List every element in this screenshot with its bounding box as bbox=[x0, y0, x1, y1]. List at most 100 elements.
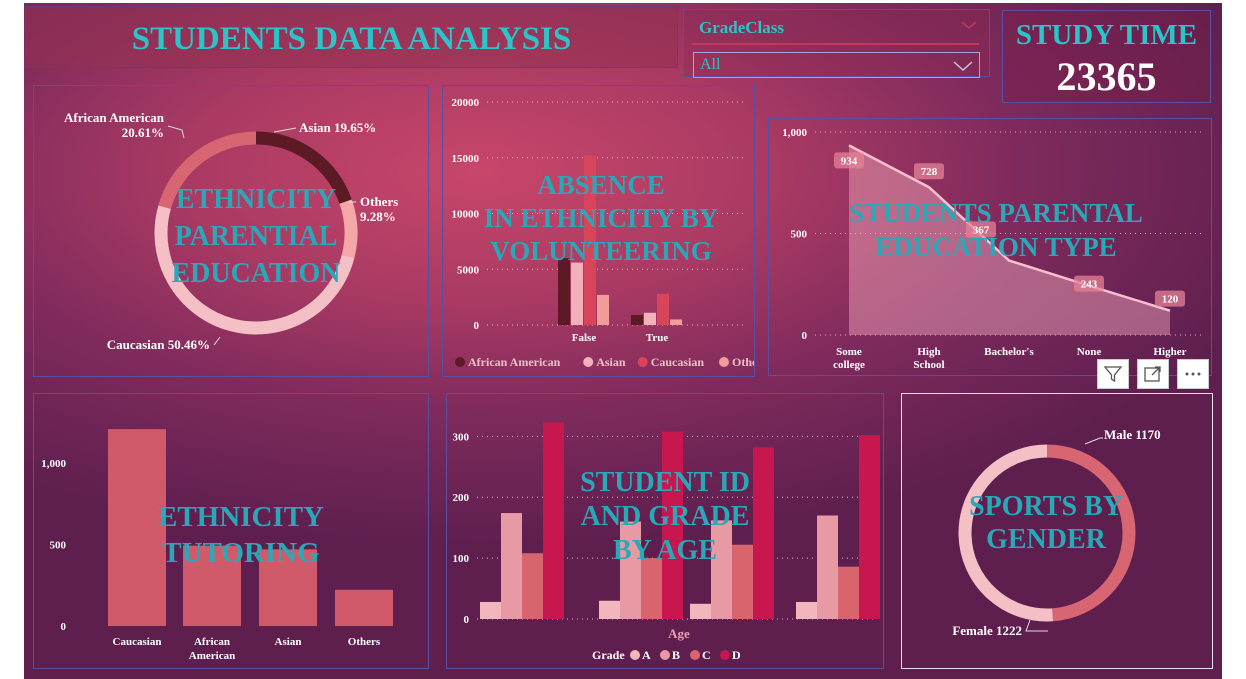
slice-label: Caucasian 50.46% bbox=[107, 337, 210, 352]
bar bbox=[631, 314, 643, 325]
kpi-value: 23365 bbox=[1056, 54, 1157, 99]
legend-label: African American bbox=[468, 355, 561, 369]
bar bbox=[584, 155, 596, 325]
slicer-title: GradeClass bbox=[699, 18, 784, 37]
dropdown-chevron-icon[interactable] bbox=[953, 60, 973, 72]
chart-title-line: BY AGE bbox=[613, 535, 717, 566]
area-line bbox=[848, 144, 1171, 312]
parental-education-area-chart: 05001,000934728367243120SomecollegeHighS… bbox=[782, 127, 1203, 371]
legend-marker bbox=[455, 357, 465, 367]
y-tick-label: 10000 bbox=[452, 209, 480, 221]
y-tick-label: 1,000 bbox=[782, 127, 807, 139]
expand-icon bbox=[1144, 366, 1161, 382]
y-tick-label: 300 bbox=[453, 431, 470, 443]
bar bbox=[543, 422, 564, 619]
header-bar: STUDENTS DATA ANALYSIS bbox=[25, 6, 678, 68]
y-tick-label: 0 bbox=[61, 621, 67, 633]
y-tick-label: 200 bbox=[453, 492, 470, 504]
x-tick-label: None bbox=[1077, 346, 1102, 358]
bar bbox=[335, 589, 393, 626]
bar bbox=[183, 545, 241, 626]
data-label-bg bbox=[1074, 275, 1104, 292]
bar bbox=[670, 319, 682, 325]
bar bbox=[641, 558, 662, 619]
chart-title-line: GENDER bbox=[986, 524, 1107, 555]
legend-label: D bbox=[732, 648, 741, 662]
chart-title-line: STUDENTS PARENTAL bbox=[849, 198, 1143, 228]
legend-marker bbox=[719, 357, 729, 367]
more-options-button[interactable] bbox=[1177, 359, 1209, 389]
filter-icon bbox=[1103, 366, 1123, 383]
leader-line bbox=[167, 125, 185, 139]
chart-title-line: STUDENT ID bbox=[580, 467, 750, 498]
y-tick-label: 100 bbox=[453, 553, 470, 565]
slice-label: 20.61% bbox=[122, 125, 164, 140]
bar bbox=[732, 544, 753, 619]
y-tick-label: 0 bbox=[464, 614, 470, 626]
data-label: 728 bbox=[921, 166, 938, 178]
slicer-dropdown[interactable]: All bbox=[693, 52, 980, 78]
focus-mode-button[interactable] bbox=[1137, 359, 1169, 389]
y-tick-label: 0 bbox=[802, 330, 808, 342]
bar bbox=[599, 600, 620, 619]
grade-class-slicer[interactable]: GradeClass All bbox=[683, 9, 990, 78]
donut-slice bbox=[158, 131, 257, 210]
x-tick-label: False bbox=[572, 332, 597, 344]
bar bbox=[597, 294, 609, 325]
absence-panel: 0 5000 10000 15000 20000 False True ABSENCE IN E… bbox=[442, 85, 768, 377]
chart-title-line: PARENTIAL bbox=[175, 221, 338, 252]
x-tick-label: American bbox=[189, 650, 235, 662]
legend-marker bbox=[660, 650, 670, 660]
bar bbox=[522, 553, 543, 619]
chart-title-line: SPORTS BY bbox=[969, 491, 1123, 522]
bar bbox=[796, 601, 817, 619]
donut-slice bbox=[339, 199, 358, 258]
chart-title-line: ETHNICITY bbox=[158, 501, 324, 533]
legend-title: Grade bbox=[592, 648, 625, 662]
slicer-selected-value: All bbox=[700, 56, 721, 73]
chevron-down-icon[interactable] bbox=[961, 20, 977, 30]
legend-label: C bbox=[702, 648, 711, 662]
x-tick-label: college bbox=[833, 359, 865, 371]
x-tick-label: Caucasian bbox=[113, 636, 162, 648]
y-tick-label: 500 bbox=[791, 229, 808, 241]
tutoring-panel: 0 500 1,000 Caucasian African American Asian Ot… bbox=[33, 393, 429, 669]
bar bbox=[480, 601, 501, 619]
parental-education-panel: 0 500 1,000 934 728 367 243 120 Some college High S… bbox=[768, 118, 1212, 376]
data-label-bg bbox=[966, 221, 996, 238]
chart-title-line: ETHNICITY bbox=[176, 184, 336, 215]
legend-label: Others bbox=[732, 355, 754, 369]
slice-label: African American bbox=[64, 110, 165, 125]
page-title: STUDENTS DATA ANALYSIS bbox=[131, 21, 572, 57]
y-tick-label: 500 bbox=[50, 539, 67, 551]
chart-title-line: VOLUNTEERING bbox=[490, 236, 712, 266]
x-tick-label: Higher bbox=[1154, 346, 1187, 358]
grade-age-panel: 0 100 200 300 Age Grade A B C D STUDENT ID AND GRAD… bbox=[446, 393, 884, 669]
x-tick-label: Bachelor's bbox=[984, 346, 1034, 358]
data-label: 367 bbox=[973, 224, 990, 236]
x-tick-label: True bbox=[646, 332, 669, 344]
data-label: 120 bbox=[1162, 294, 1179, 306]
y-tick-label: 20000 bbox=[452, 97, 480, 109]
legend-label: Caucasian bbox=[651, 355, 705, 369]
x-tick-label: Some bbox=[836, 346, 862, 358]
slice-label: Male 1170 bbox=[1104, 427, 1161, 442]
study-time-card: STUDY TIME 23365 bbox=[1002, 10, 1211, 103]
donut-slice bbox=[1046, 444, 1136, 622]
filter-button[interactable] bbox=[1097, 359, 1129, 389]
dashboard-canvas: STUDENTS DATA ANALYSIS GradeClass All ST… bbox=[24, 3, 1222, 679]
ethnicity-donut-panel: ETHNICITY PARENTIAL EDUCATION Asian 19.65% O… bbox=[33, 85, 429, 377]
legend-marker bbox=[583, 357, 594, 367]
y-tick-label: 0 bbox=[474, 320, 480, 332]
sports-gender-panel: Male 1170 Female 1222 SPORTS BY GENDER bbox=[901, 393, 1213, 669]
slice-label: 9.28% bbox=[360, 209, 396, 224]
legend-marker bbox=[690, 650, 700, 660]
x-axis-title: Age bbox=[668, 626, 690, 641]
bar bbox=[838, 566, 859, 619]
x-tick-label: Others bbox=[348, 636, 381, 648]
bar bbox=[817, 515, 838, 619]
bar bbox=[662, 431, 683, 619]
